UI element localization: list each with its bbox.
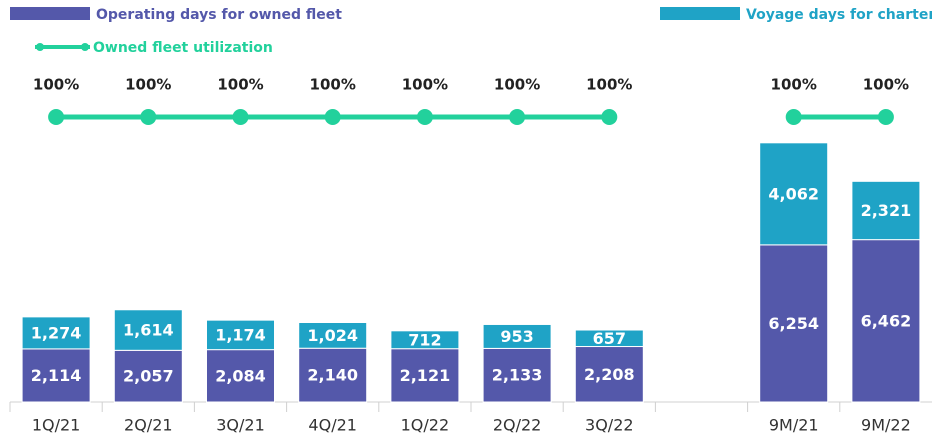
data-label: 2,114 [31, 366, 82, 385]
bar-segment [482, 323, 552, 349]
bar-segment [390, 348, 460, 403]
data-label: 100% [771, 76, 817, 94]
data-label: 4,062 [768, 184, 819, 203]
bar-segment [574, 329, 644, 348]
data-label: 100% [125, 76, 171, 94]
data-label: 953 [500, 327, 533, 346]
data-label: 100% [586, 76, 632, 94]
bar-segment [298, 322, 368, 349]
legend-label: Voyage days for chartered-in fleet [746, 7, 932, 23]
data-label: 2,321 [861, 201, 912, 220]
data-label: 6,254 [768, 314, 819, 333]
data-label: 1,024 [307, 326, 358, 345]
line-marker [140, 109, 157, 125]
x-tick-label: 3Q/21 [216, 416, 265, 435]
legend-swatch [660, 7, 740, 20]
data-label: 1,614 [123, 321, 174, 340]
line-marker [324, 109, 341, 125]
x-tick-label: 4Q/21 [308, 416, 357, 435]
line-marker [416, 109, 433, 125]
x-tick-label: 9M/21 [769, 416, 819, 435]
data-label: 1,274 [31, 323, 82, 342]
legend-marker [81, 43, 89, 51]
bar-segment [759, 244, 829, 403]
data-label: 2,140 [307, 366, 358, 385]
bar-segment [206, 319, 275, 351]
data-label: 2,208 [584, 365, 635, 384]
line-marker [785, 109, 802, 125]
bar-segment [113, 309, 183, 351]
line-marker [601, 109, 618, 125]
data-label: 657 [593, 329, 626, 348]
data-label: 100% [863, 76, 909, 94]
legend-label: Operating days for owned fleet [96, 7, 342, 23]
x-tick-label: 9M/22 [861, 416, 911, 435]
x-tick-label: 2Q/22 [493, 416, 542, 435]
data-label: 100% [402, 76, 448, 94]
bar-segment [21, 316, 91, 350]
bar-segment [21, 348, 91, 403]
x-tick-label: 1Q/21 [32, 416, 81, 435]
bar-segment [574, 346, 644, 403]
data-label: 2,121 [400, 366, 451, 385]
data-label: 100% [494, 76, 540, 94]
bar-segment [482, 347, 552, 403]
line-marker [232, 109, 249, 125]
legend-label: Owned fleet utilization [93, 40, 273, 56]
data-label: 6,462 [861, 311, 912, 330]
x-tick-label: 3Q/22 [585, 416, 634, 435]
data-label: 1,174 [215, 325, 266, 344]
line-marker [509, 109, 526, 125]
bar-segment [390, 330, 460, 350]
data-label: 100% [217, 76, 263, 94]
line-marker [877, 109, 894, 125]
data-label: 2,057 [123, 367, 174, 386]
bar-segment [759, 142, 829, 246]
data-label: 100% [33, 76, 79, 94]
x-tick-label: 1Q/22 [401, 416, 450, 435]
line-marker [48, 109, 65, 125]
data-label: 2,133 [492, 366, 543, 385]
bar-segment [851, 180, 921, 241]
data-label: 2,084 [215, 366, 266, 385]
legend-swatch [10, 7, 90, 20]
data-label: 100% [310, 76, 356, 94]
x-tick-label: 2Q/21 [124, 416, 173, 435]
legend-marker [36, 43, 44, 51]
data-label: 712 [408, 330, 441, 349]
